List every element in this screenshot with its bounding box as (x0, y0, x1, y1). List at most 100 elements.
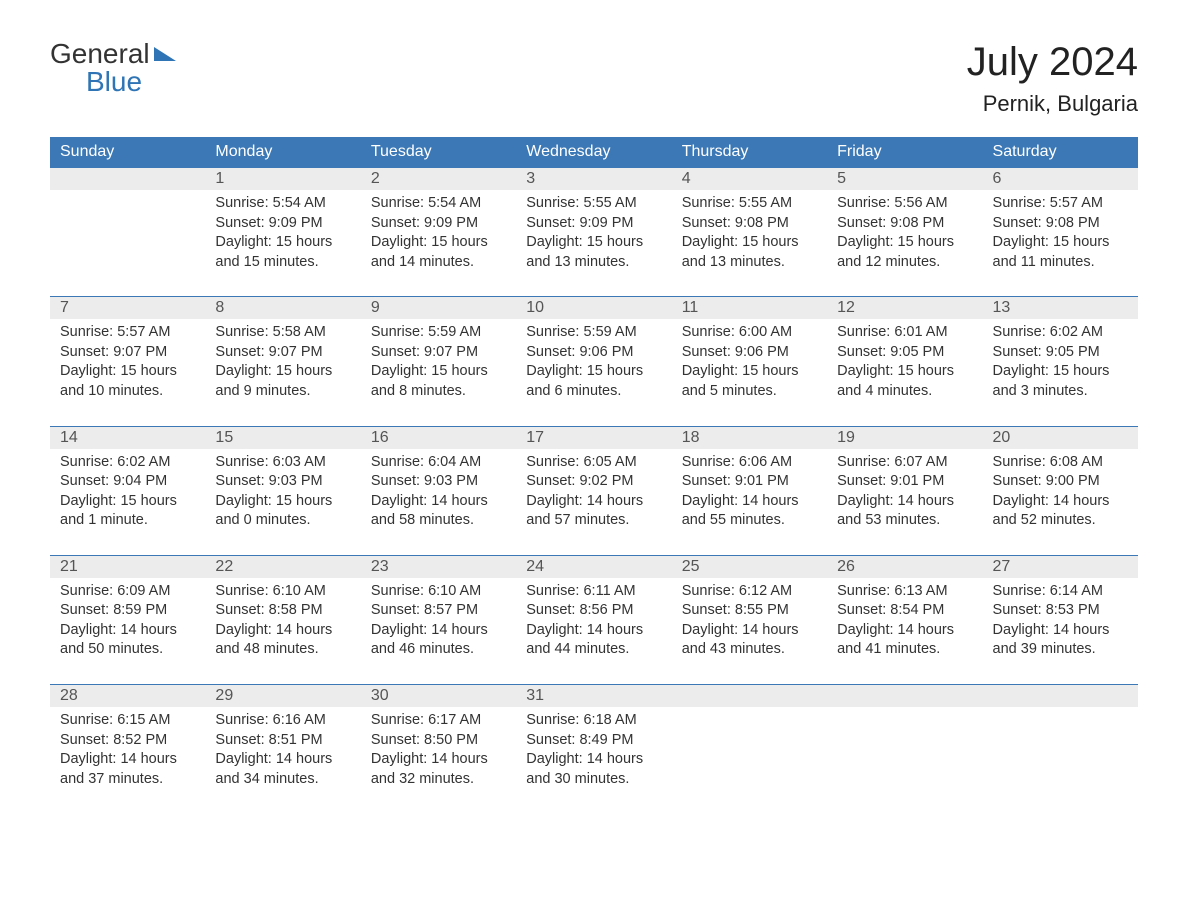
calendar-day-cell (50, 168, 205, 297)
day-content: Sunrise: 6:12 AMSunset: 8:55 PMDaylight:… (672, 578, 827, 684)
page-header: General Blue July 2024 Pernik, Bulgaria (50, 40, 1138, 117)
daylight-line: Daylight: 14 hours and 46 minutes. (371, 621, 506, 660)
day-number-empty (983, 685, 1138, 707)
day-content: Sunrise: 6:01 AMSunset: 9:05 PMDaylight:… (827, 319, 982, 425)
month-title: July 2024 (967, 40, 1138, 85)
sunset-line: Sunset: 9:09 PM (526, 214, 661, 234)
calendar-day-cell: 30Sunrise: 6:17 AMSunset: 8:50 PMDayligh… (361, 685, 516, 814)
day-content: Sunrise: 5:54 AMSunset: 9:09 PMDaylight:… (205, 190, 360, 296)
sunrise-line: Sunrise: 5:57 AM (993, 194, 1128, 214)
title-block: July 2024 Pernik, Bulgaria (967, 40, 1138, 117)
calendar-day-cell: 5Sunrise: 5:56 AMSunset: 9:08 PMDaylight… (827, 168, 982, 297)
day-content: Sunrise: 6:13 AMSunset: 8:54 PMDaylight:… (827, 578, 982, 684)
calendar-day-cell: 13Sunrise: 6:02 AMSunset: 9:05 PMDayligh… (983, 297, 1138, 426)
sunrise-line: Sunrise: 6:10 AM (371, 582, 506, 602)
day-number-empty (50, 168, 205, 190)
daylight-line: Daylight: 14 hours and 53 minutes. (837, 492, 972, 531)
calendar-day-cell (827, 685, 982, 814)
weekday-header: Friday (827, 137, 982, 168)
sunrise-line: Sunrise: 5:55 AM (526, 194, 661, 214)
sunrise-line: Sunrise: 6:02 AM (60, 453, 195, 473)
day-number: 10 (516, 297, 671, 319)
day-content: Sunrise: 5:55 AMSunset: 9:08 PMDaylight:… (672, 190, 827, 296)
day-content: Sunrise: 5:57 AMSunset: 9:08 PMDaylight:… (983, 190, 1138, 296)
sunrise-line: Sunrise: 5:54 AM (215, 194, 350, 214)
daylight-line: Daylight: 14 hours and 50 minutes. (60, 621, 195, 660)
sunrise-line: Sunrise: 6:12 AM (682, 582, 817, 602)
day-content: Sunrise: 5:59 AMSunset: 9:07 PMDaylight:… (361, 319, 516, 425)
day-content-empty (50, 190, 205, 280)
calendar-day-cell: 8Sunrise: 5:58 AMSunset: 9:07 PMDaylight… (205, 297, 360, 426)
day-number: 6 (983, 168, 1138, 190)
daylight-line: Daylight: 15 hours and 11 minutes. (993, 233, 1128, 272)
daylight-line: Daylight: 15 hours and 13 minutes. (682, 233, 817, 272)
day-content-empty (983, 707, 1138, 797)
sunrise-line: Sunrise: 5:55 AM (682, 194, 817, 214)
daylight-line: Daylight: 15 hours and 6 minutes. (526, 362, 661, 401)
sunset-line: Sunset: 8:54 PM (837, 601, 972, 621)
calendar-week-row: 28Sunrise: 6:15 AMSunset: 8:52 PMDayligh… (50, 685, 1138, 814)
daylight-line: Daylight: 15 hours and 3 minutes. (993, 362, 1128, 401)
calendar-day-cell: 9Sunrise: 5:59 AMSunset: 9:07 PMDaylight… (361, 297, 516, 426)
calendar-day-cell: 31Sunrise: 6:18 AMSunset: 8:49 PMDayligh… (516, 685, 671, 814)
calendar-day-cell: 3Sunrise: 5:55 AMSunset: 9:09 PMDaylight… (516, 168, 671, 297)
day-number: 27 (983, 556, 1138, 578)
calendar-day-cell: 22Sunrise: 6:10 AMSunset: 8:58 PMDayligh… (205, 555, 360, 684)
day-content: Sunrise: 6:09 AMSunset: 8:59 PMDaylight:… (50, 578, 205, 684)
calendar-day-cell (983, 685, 1138, 814)
sunrise-line: Sunrise: 5:57 AM (60, 323, 195, 343)
sunset-line: Sunset: 8:59 PM (60, 601, 195, 621)
day-content: Sunrise: 6:10 AMSunset: 8:58 PMDaylight:… (205, 578, 360, 684)
daylight-line: Daylight: 14 hours and 30 minutes. (526, 750, 661, 789)
calendar-day-cell: 4Sunrise: 5:55 AMSunset: 9:08 PMDaylight… (672, 168, 827, 297)
day-content: Sunrise: 6:11 AMSunset: 8:56 PMDaylight:… (516, 578, 671, 684)
daylight-line: Daylight: 15 hours and 12 minutes. (837, 233, 972, 272)
calendar-day-cell: 17Sunrise: 6:05 AMSunset: 9:02 PMDayligh… (516, 426, 671, 555)
day-number: 21 (50, 556, 205, 578)
sunset-line: Sunset: 8:50 PM (371, 731, 506, 751)
day-content: Sunrise: 5:56 AMSunset: 9:08 PMDaylight:… (827, 190, 982, 296)
day-number: 13 (983, 297, 1138, 319)
weekday-header: Thursday (672, 137, 827, 168)
daylight-line: Daylight: 14 hours and 48 minutes. (215, 621, 350, 660)
location-text: Pernik, Bulgaria (967, 91, 1138, 117)
daylight-line: Daylight: 15 hours and 9 minutes. (215, 362, 350, 401)
calendar-day-cell: 7Sunrise: 5:57 AMSunset: 9:07 PMDaylight… (50, 297, 205, 426)
day-content: Sunrise: 6:17 AMSunset: 8:50 PMDaylight:… (361, 707, 516, 813)
sunset-line: Sunset: 9:08 PM (682, 214, 817, 234)
day-number-empty (827, 685, 982, 707)
day-number-empty (672, 685, 827, 707)
sunset-line: Sunset: 9:09 PM (215, 214, 350, 234)
weekday-header-row: SundayMondayTuesdayWednesdayThursdayFrid… (50, 137, 1138, 168)
sunrise-line: Sunrise: 6:18 AM (526, 711, 661, 731)
sunset-line: Sunset: 9:00 PM (993, 472, 1128, 492)
day-number: 15 (205, 427, 360, 449)
sunset-line: Sunset: 9:05 PM (837, 343, 972, 363)
sunset-line: Sunset: 9:02 PM (526, 472, 661, 492)
daylight-line: Daylight: 15 hours and 0 minutes. (215, 492, 350, 531)
sunrise-line: Sunrise: 5:59 AM (526, 323, 661, 343)
day-content: Sunrise: 6:14 AMSunset: 8:53 PMDaylight:… (983, 578, 1138, 684)
daylight-line: Daylight: 15 hours and 14 minutes. (371, 233, 506, 272)
sunset-line: Sunset: 9:08 PM (993, 214, 1128, 234)
day-number: 1 (205, 168, 360, 190)
sunrise-line: Sunrise: 6:02 AM (993, 323, 1128, 343)
sunset-line: Sunset: 8:52 PM (60, 731, 195, 751)
day-content: Sunrise: 6:07 AMSunset: 9:01 PMDaylight:… (827, 449, 982, 555)
day-number: 17 (516, 427, 671, 449)
calendar-day-cell: 15Sunrise: 6:03 AMSunset: 9:03 PMDayligh… (205, 426, 360, 555)
sunrise-line: Sunrise: 5:59 AM (371, 323, 506, 343)
day-number: 30 (361, 685, 516, 707)
sunset-line: Sunset: 8:58 PM (215, 601, 350, 621)
day-content: Sunrise: 5:54 AMSunset: 9:09 PMDaylight:… (361, 190, 516, 296)
sunrise-line: Sunrise: 6:09 AM (60, 582, 195, 602)
day-content: Sunrise: 5:59 AMSunset: 9:06 PMDaylight:… (516, 319, 671, 425)
calendar-week-row: 1Sunrise: 5:54 AMSunset: 9:09 PMDaylight… (50, 168, 1138, 297)
weekday-header: Monday (205, 137, 360, 168)
calendar-day-cell: 24Sunrise: 6:11 AMSunset: 8:56 PMDayligh… (516, 555, 671, 684)
day-content: Sunrise: 6:08 AMSunset: 9:00 PMDaylight:… (983, 449, 1138, 555)
sunset-line: Sunset: 8:55 PM (682, 601, 817, 621)
logo-text-2: Blue (50, 68, 176, 96)
calendar-day-cell: 29Sunrise: 6:16 AMSunset: 8:51 PMDayligh… (205, 685, 360, 814)
day-content: Sunrise: 5:57 AMSunset: 9:07 PMDaylight:… (50, 319, 205, 425)
